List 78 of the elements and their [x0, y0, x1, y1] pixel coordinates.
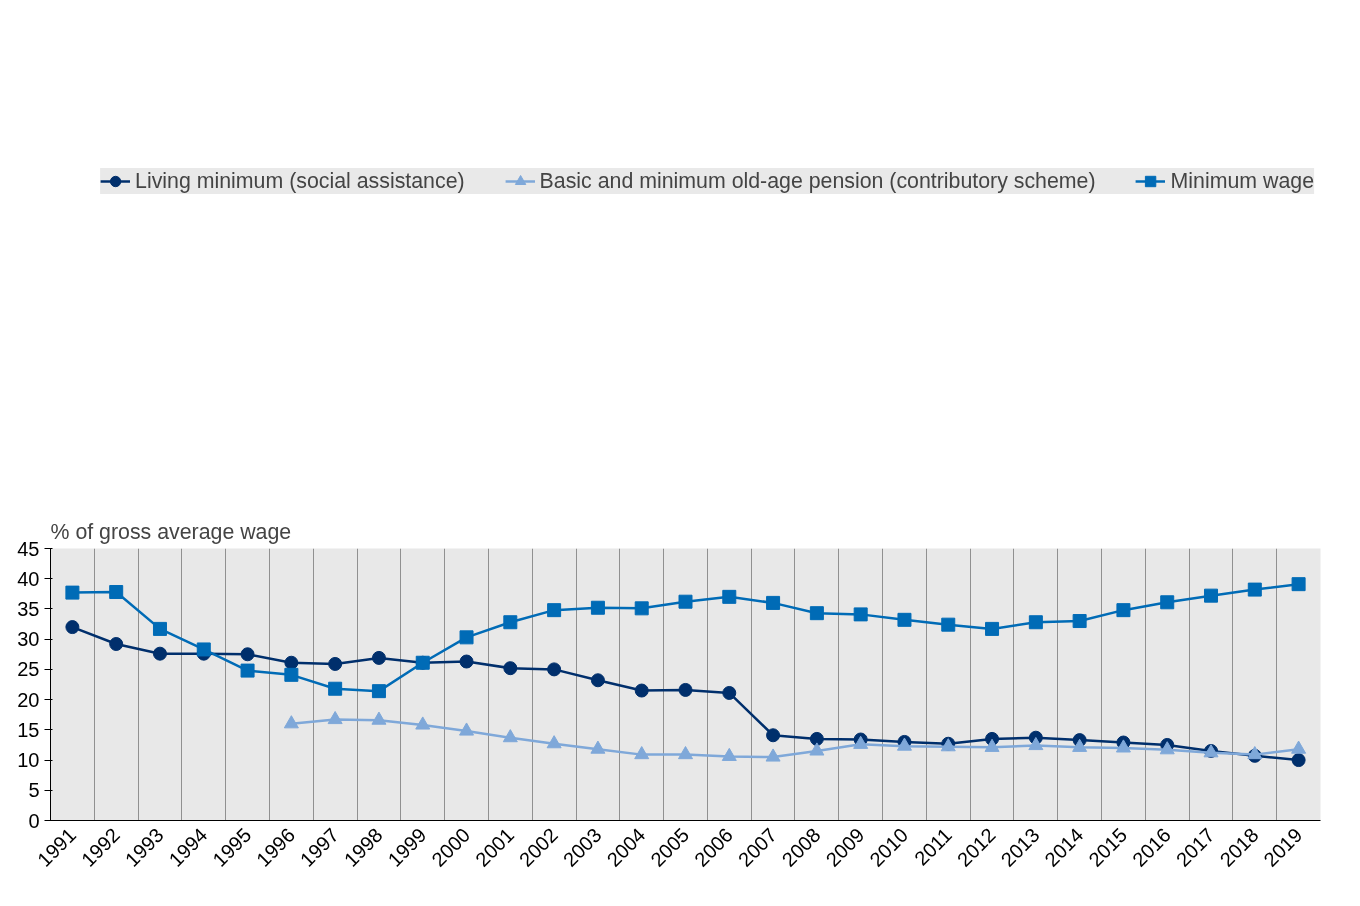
y-axis-title: % of gross average wage — [50, 519, 292, 544]
point — [240, 647, 255, 662]
point — [503, 661, 518, 676]
point — [1247, 582, 1262, 597]
point — [809, 731, 824, 746]
point — [109, 585, 124, 600]
point — [766, 595, 781, 610]
point — [459, 722, 475, 736]
point — [459, 630, 474, 645]
point — [1116, 603, 1131, 618]
point — [1291, 577, 1306, 592]
y-tick-label: 30 — [17, 628, 40, 651]
point — [678, 746, 693, 760]
y-tick-label: 35 — [17, 597, 40, 620]
point — [328, 656, 343, 671]
point — [897, 612, 912, 627]
point — [284, 667, 299, 682]
point — [853, 607, 868, 622]
point — [634, 601, 649, 616]
point — [547, 662, 562, 677]
point — [590, 673, 605, 688]
y-tick-label: 10 — [17, 749, 40, 772]
point — [371, 650, 386, 665]
point — [722, 685, 737, 700]
y-tick-label: 40 — [17, 567, 40, 590]
point — [765, 748, 781, 762]
point — [1028, 615, 1043, 630]
point — [766, 728, 781, 743]
point — [590, 600, 605, 615]
point — [1072, 614, 1087, 629]
legend-label: Minimum wage — [1170, 168, 1314, 194]
y-tick-label: 20 — [17, 688, 40, 711]
point — [678, 594, 693, 609]
point — [502, 729, 518, 743]
point — [65, 585, 80, 600]
point — [546, 735, 562, 749]
point — [109, 637, 124, 651]
point — [371, 711, 387, 725]
point — [284, 655, 299, 670]
point — [809, 606, 824, 621]
point — [415, 716, 431, 730]
legend-label: Living minimum (social assistance) — [135, 168, 465, 194]
y-tick-label: 0 — [28, 809, 40, 832]
legend-label: Basic and minimum old-age pension (contributory scheme) — [539, 168, 1096, 194]
point — [459, 654, 474, 669]
point — [678, 682, 693, 697]
point — [590, 740, 606, 754]
point — [152, 646, 167, 661]
y-tick-label: 5 — [28, 779, 40, 802]
point — [1159, 741, 1175, 755]
point — [985, 621, 1000, 636]
point — [65, 620, 80, 635]
point — [984, 738, 1000, 752]
point — [809, 742, 825, 756]
point — [196, 642, 211, 657]
y-tick-label: 45 — [17, 537, 40, 560]
point — [503, 615, 518, 630]
point — [1072, 738, 1088, 752]
point — [721, 747, 737, 761]
point — [1160, 595, 1175, 610]
point — [1028, 736, 1044, 751]
point — [327, 710, 343, 725]
point — [1291, 740, 1307, 754]
point — [1204, 588, 1219, 603]
point — [328, 681, 343, 696]
y-tick-label: 15 — [17, 718, 40, 741]
point — [152, 621, 167, 636]
point — [634, 746, 650, 760]
point — [634, 683, 649, 698]
y-tick-label: 25 — [17, 658, 40, 681]
point — [941, 617, 956, 632]
point — [283, 715, 299, 729]
point — [371, 684, 386, 699]
point — [1291, 753, 1306, 768]
point — [1115, 739, 1131, 753]
point — [722, 589, 737, 604]
point — [240, 663, 255, 678]
point — [547, 603, 562, 618]
